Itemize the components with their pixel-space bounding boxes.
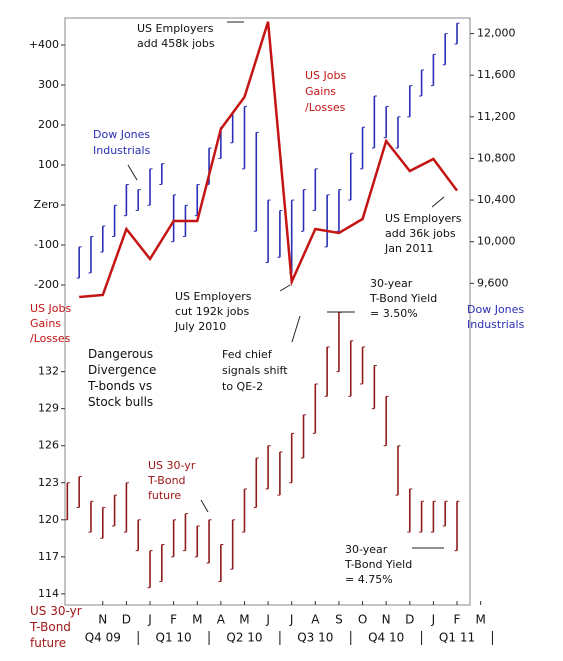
y-axis-label: US 30-yr T-Bond future [29, 604, 82, 650]
quarter-label: Q1 11 [439, 631, 475, 645]
y-tick-label: Zero [34, 198, 60, 211]
y2-tick-label: 11,200 [477, 110, 516, 123]
annotation: US Employers cut 192k jobs July 2010 [174, 290, 252, 333]
y-tick-label: -200 [34, 278, 59, 291]
y-tick-label: 120 [38, 513, 59, 526]
annotation: Fed chief signals shift to QE-2 [222, 348, 288, 393]
y-tick-label: 300 [38, 78, 59, 91]
x-tick-label: A [217, 613, 226, 627]
x-tick-label: N [98, 613, 107, 627]
line-series [79, 21, 459, 299]
annotation: 30-year T-Bond Yield = 4.75% [344, 543, 412, 586]
x-tick-label: O [358, 613, 367, 627]
x-tick-label: D [405, 613, 414, 627]
leader [431, 196, 445, 208]
frame [64, 17, 471, 606]
x-tick-label: A [311, 613, 320, 627]
x-tick-label: S [335, 613, 343, 627]
y-tick-label: 200 [38, 118, 59, 131]
annotation: 30-year T-Bond Yield = 3.50% [369, 277, 437, 320]
y-tick-label: -100 [34, 238, 59, 251]
annotation: US Employers add 458k jobs [137, 22, 215, 50]
y-tick-label: 114 [38, 587, 59, 600]
x-tick-label: F [454, 613, 461, 627]
x-tick-label: N [382, 613, 391, 627]
series-label: US Jobs Gains/Losses [305, 69, 346, 114]
quarter-label: Q2 10 [226, 631, 262, 645]
x-tick-label: M [239, 613, 249, 627]
y2-tick-label: 10,400 [477, 193, 516, 206]
x-tick-label: M [475, 613, 485, 627]
x-tick-label: J [431, 613, 436, 627]
y2-tick-label: 10,000 [477, 235, 516, 248]
y-tick-label: 129 [38, 402, 59, 415]
leader [127, 164, 138, 181]
y-tick-label: 100 [38, 158, 59, 171]
marks [64, 21, 460, 589]
y-axis-label: US Jobs Gains/Losses [30, 302, 71, 345]
leader [279, 284, 291, 292]
series-label: US 30-yr T-Bond future [147, 459, 196, 502]
x-tick-label: D [122, 613, 131, 627]
quarter-label: Q4 09 [85, 631, 121, 645]
x-tick-label: J [289, 613, 294, 627]
quarter-label: Q4 10 [368, 631, 404, 645]
y-tick-label: 117 [38, 550, 59, 563]
x-tick-label: J [147, 613, 152, 627]
quarter-label: Q3 10 [297, 631, 333, 645]
annotation: US Employers add 36k jobs Jan 2011 [384, 212, 462, 255]
y-tick-label: 126 [38, 439, 59, 452]
x-tick-label: F [170, 613, 177, 627]
x-tick-label: M [192, 613, 202, 627]
y2-axis-label: Dow Jones Industrials [467, 303, 525, 331]
y-tick-label: 132 [38, 365, 59, 378]
y-tick-label: +400 [29, 38, 59, 51]
x-tick-label: J [265, 613, 270, 627]
y2-tick-label: 12,000 [477, 27, 516, 40]
y2-tick-label: 11,600 [477, 68, 516, 81]
y2-tick-label: 10,800 [477, 151, 516, 164]
quarter-label: Q1 10 [156, 631, 192, 645]
leader [291, 315, 301, 343]
y2-tick-label: 9,600 [477, 276, 509, 289]
leader [200, 499, 209, 513]
y-tick-label: 123 [38, 476, 59, 489]
annotation: Dangerous Divergence T-bonds vs Stock bulls [87, 347, 156, 409]
series-label: Dow Jones Industrials [93, 128, 151, 157]
